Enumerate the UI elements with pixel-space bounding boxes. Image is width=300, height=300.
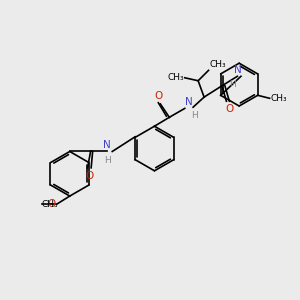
Text: O: O — [225, 104, 233, 114]
Text: N: N — [185, 97, 193, 107]
Text: H: H — [191, 111, 198, 120]
Text: N: N — [233, 65, 241, 75]
Text: O: O — [85, 171, 93, 181]
Text: O: O — [48, 200, 56, 209]
Text: CH₃: CH₃ — [209, 60, 226, 69]
Text: CH₃: CH₃ — [41, 200, 58, 209]
Text: N: N — [103, 140, 111, 150]
Text: H: H — [230, 80, 236, 89]
Text: CH₃: CH₃ — [168, 73, 184, 82]
Text: H: H — [104, 156, 111, 165]
Text: CH₃: CH₃ — [270, 94, 287, 103]
Text: O: O — [154, 91, 162, 101]
